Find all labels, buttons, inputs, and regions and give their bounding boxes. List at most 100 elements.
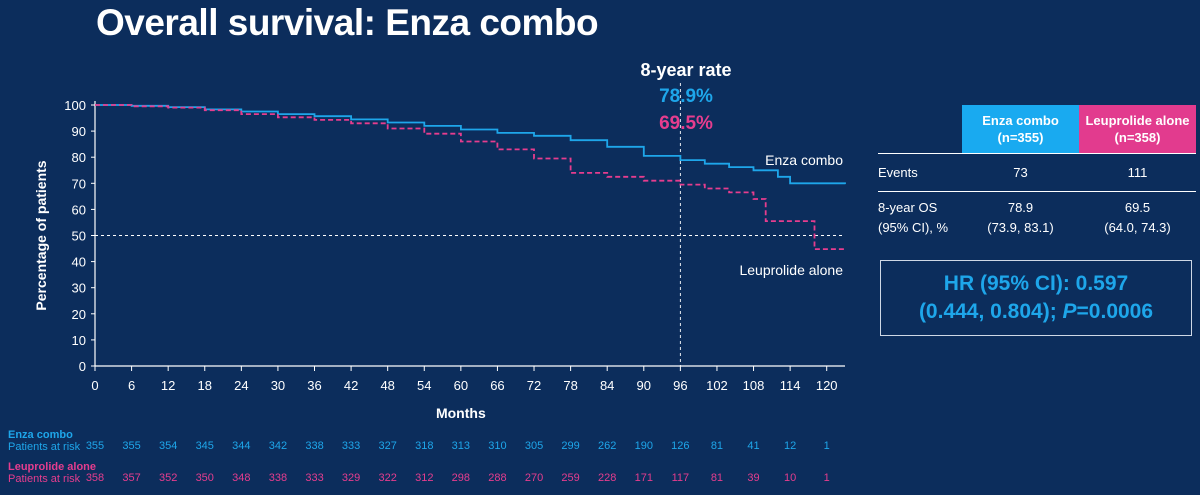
x-tick-label: 84 bbox=[600, 378, 614, 393]
os-ci-leuprolide: (64.0, 74.3) bbox=[1104, 220, 1171, 235]
y-tick-label: 60 bbox=[72, 202, 86, 217]
os-leuprolide: 69.5 (64.0, 74.3) bbox=[1079, 198, 1196, 238]
x-tick-label: 96 bbox=[673, 378, 687, 393]
events-enza: 73 bbox=[1013, 164, 1028, 180]
risk-sub-leuprolide: Patients at risk bbox=[8, 473, 81, 485]
y-tick-label: 30 bbox=[72, 281, 86, 296]
risk-count-leuprolide: 322 bbox=[379, 472, 397, 484]
y-tick-label: 80 bbox=[72, 150, 86, 165]
events-leuprolide: 111 bbox=[1127, 164, 1148, 180]
risk-count-enza: 41 bbox=[747, 440, 759, 452]
risk-count-enza: 313 bbox=[452, 440, 470, 452]
x-tick-label: 72 bbox=[527, 378, 541, 393]
x-tick-label: 78 bbox=[563, 378, 577, 393]
risk-count-enza: 12 bbox=[784, 440, 796, 452]
y-tick-label: 100 bbox=[64, 98, 86, 113]
risk-count-leuprolide: 171 bbox=[635, 472, 653, 484]
risk-count-leuprolide: 81 bbox=[711, 472, 723, 484]
risk-count-leuprolide: 348 bbox=[232, 472, 250, 484]
risk-count-enza: 354 bbox=[159, 440, 177, 452]
risk-count-enza: 342 bbox=[269, 440, 287, 452]
risk-count-enza: 355 bbox=[122, 440, 140, 452]
risk-count-enza: 262 bbox=[598, 440, 616, 452]
x-axis-title: Months bbox=[436, 405, 486, 421]
risk-label-leuprolide: Leuprolide alone Patients at risk bbox=[8, 461, 96, 485]
hazard-ratio-box: HR (95% CI): 0.597 (0.444, 0.804); P=0.0… bbox=[880, 260, 1192, 336]
risk-count-leuprolide: 270 bbox=[525, 472, 543, 484]
risk-count-enza: 345 bbox=[196, 440, 214, 452]
risk-count-leuprolide: 117 bbox=[672, 472, 690, 484]
y-tick-label: 40 bbox=[72, 255, 86, 270]
risk-label-enza: Enza combo Patients at risk bbox=[8, 429, 80, 453]
y-tick-label: 90 bbox=[72, 124, 86, 139]
risk-count-leuprolide: 228 bbox=[598, 472, 616, 484]
risk-count-enza: 310 bbox=[488, 440, 506, 452]
series-label-enza: Enza combo bbox=[765, 152, 843, 168]
annotation-title: 8-year rate bbox=[640, 60, 732, 80]
risk-count-leuprolide: 333 bbox=[305, 472, 323, 484]
risk-count-leuprolide: 312 bbox=[415, 472, 433, 484]
x-tick-label: 12 bbox=[161, 378, 175, 393]
risk-count-leuprolide: 298 bbox=[452, 472, 470, 484]
hr-ci: (0.444, 0.804); bbox=[918, 300, 1063, 323]
y-tick-label: 20 bbox=[72, 307, 86, 322]
hr-p-symbol: P bbox=[1062, 300, 1077, 323]
risk-count-leuprolide: 358 bbox=[86, 472, 104, 484]
enza-combo-curve bbox=[95, 104, 846, 185]
hr-line2: (0.444, 0.804); P=0.0006 bbox=[919, 298, 1153, 326]
os-label-line1: 8-year OS bbox=[878, 200, 938, 215]
risk-count-enza: 338 bbox=[305, 440, 323, 452]
x-tick-label: 36 bbox=[307, 378, 321, 393]
risk-count-leuprolide: 338 bbox=[269, 472, 287, 484]
risk-count-leuprolide: 1 bbox=[824, 472, 830, 484]
os-rate-enza: 78.9 bbox=[1007, 200, 1034, 215]
header-enza-label: Enza combo (n=355) bbox=[982, 113, 1059, 145]
annotation-enza-rate: 78.9% bbox=[659, 86, 713, 107]
os-row: 8-year OS (95% CI), % 78.9 (73.9, 83.1) … bbox=[878, 191, 1196, 238]
x-tick-label: 30 bbox=[271, 378, 285, 393]
x-tick-label: 0 bbox=[91, 378, 98, 393]
x-tick-label: 24 bbox=[234, 378, 248, 393]
series-label-leuprolide: Leuprolide alone bbox=[739, 262, 843, 278]
y-tick-label: 10 bbox=[72, 333, 86, 348]
y-tick-label: 70 bbox=[72, 176, 86, 191]
risk-count-enza: 81 bbox=[711, 440, 723, 452]
risk-count-leuprolide: 350 bbox=[196, 472, 214, 484]
risk-count-leuprolide: 329 bbox=[342, 472, 360, 484]
x-tick-label: 102 bbox=[706, 378, 728, 393]
risk-count-enza: 190 bbox=[635, 440, 653, 452]
risk-group-leuprolide: Leuprolide alone bbox=[8, 461, 97, 473]
os-rate-leuprolide: 69.5 bbox=[1124, 200, 1151, 215]
risk-count-enza: 1 bbox=[824, 440, 830, 452]
risk-group-enza: Enza combo bbox=[8, 429, 73, 441]
os-enza: 78.9 (73.9, 83.1) bbox=[962, 198, 1079, 238]
risk-count-enza: 355 bbox=[86, 440, 104, 452]
os-label-line2: (95% CI), % bbox=[878, 220, 949, 235]
header-enza: Enza combo (n=355) bbox=[962, 105, 1079, 153]
events-row: Events 73 111 bbox=[878, 153, 1196, 191]
leuprolide-alone-curve bbox=[95, 104, 845, 250]
risk-count-leuprolide: 288 bbox=[488, 472, 506, 484]
x-tick-label: 114 bbox=[780, 378, 801, 393]
risk-count-leuprolide: 357 bbox=[122, 472, 140, 484]
risk-count-enza: 333 bbox=[342, 440, 360, 452]
x-tick-label: 54 bbox=[417, 378, 431, 393]
x-tick-label: 66 bbox=[490, 378, 504, 393]
annotation-leuprolide-rate: 69.5% bbox=[659, 113, 713, 134]
risk-count-enza: 344 bbox=[232, 440, 250, 452]
x-tick-label: 6 bbox=[128, 378, 135, 393]
x-tick-label: 60 bbox=[454, 378, 468, 393]
x-tick-label: 42 bbox=[344, 378, 358, 393]
hr-p-value: =0.0006 bbox=[1076, 300, 1154, 323]
risk-count-enza: 126 bbox=[671, 440, 689, 452]
y-tick-label: 50 bbox=[72, 229, 86, 244]
risk-count-leuprolide: 10 bbox=[784, 472, 796, 484]
events-label: Events bbox=[878, 164, 918, 180]
x-tick-label: 48 bbox=[380, 378, 394, 393]
x-tick-label: 18 bbox=[198, 378, 212, 393]
os-label: 8-year OS (95% CI), % bbox=[878, 198, 962, 238]
x-tick-label: 90 bbox=[637, 378, 651, 393]
x-tick-label: 108 bbox=[743, 378, 765, 393]
risk-count-enza: 305 bbox=[525, 440, 543, 452]
